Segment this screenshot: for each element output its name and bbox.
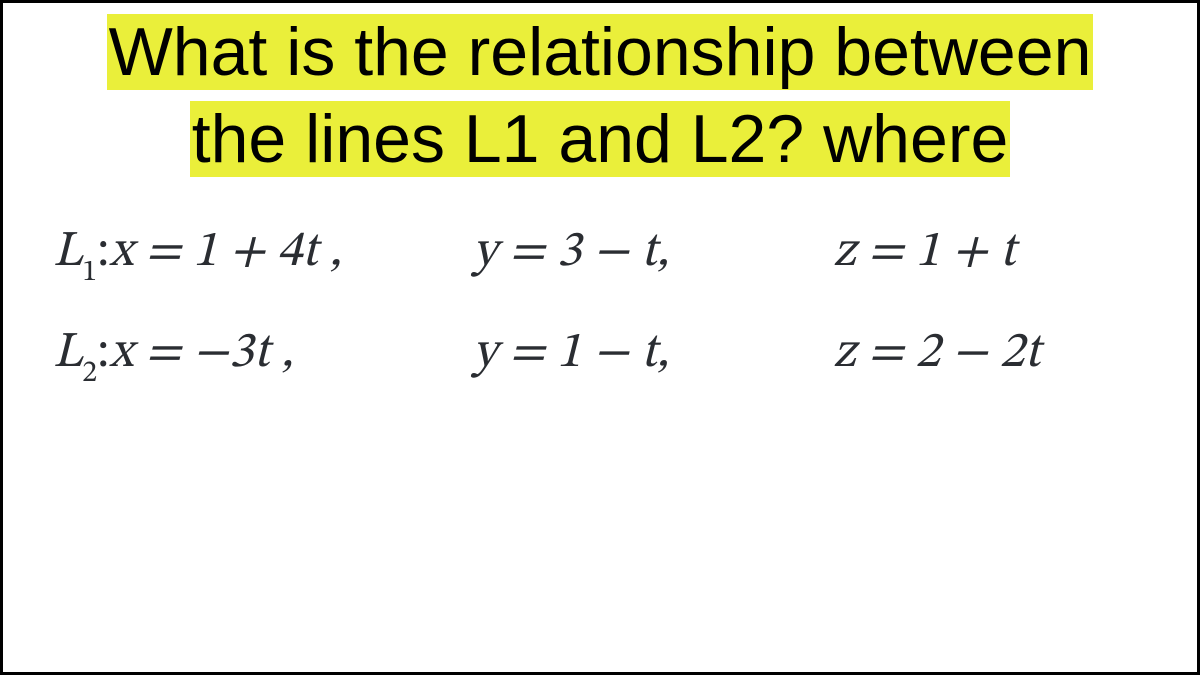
L1-y-equation: y = 3 − t, <box>473 221 833 284</box>
question-line-1: What is the relationship between <box>107 14 1094 90</box>
L2-z-equation: z = 2 − 2t <box>833 322 1153 385</box>
question-line-2: the lines L1 and L2? where <box>190 101 1011 177</box>
equations-block: L1:x = 1 + 4t , y = 3 − t, z = 1 + t L2:… <box>3 221 1197 389</box>
L1-x-equation: L1:x = 1 + 4t , <box>53 221 473 288</box>
L2-x-equation: L2:x = −3t , <box>53 322 473 389</box>
L2-subscript: 2 <box>82 359 97 389</box>
L2-y-equation: y = 1 − t, <box>473 322 833 385</box>
question-block: What is the relationship between the lin… <box>9 9 1191 183</box>
line-L2-row: L2:x = −3t , y = 1 − t, z = 2 − 2t <box>53 322 1157 389</box>
line-L1-row: L1:x = 1 + 4t , y = 3 − t, z = 1 + t <box>53 221 1157 288</box>
L1-z-equation: z = 1 + t <box>833 221 1153 284</box>
slide-frame: What is the relationship between the lin… <box>0 0 1200 675</box>
L1-subscript: 1 <box>82 258 97 288</box>
